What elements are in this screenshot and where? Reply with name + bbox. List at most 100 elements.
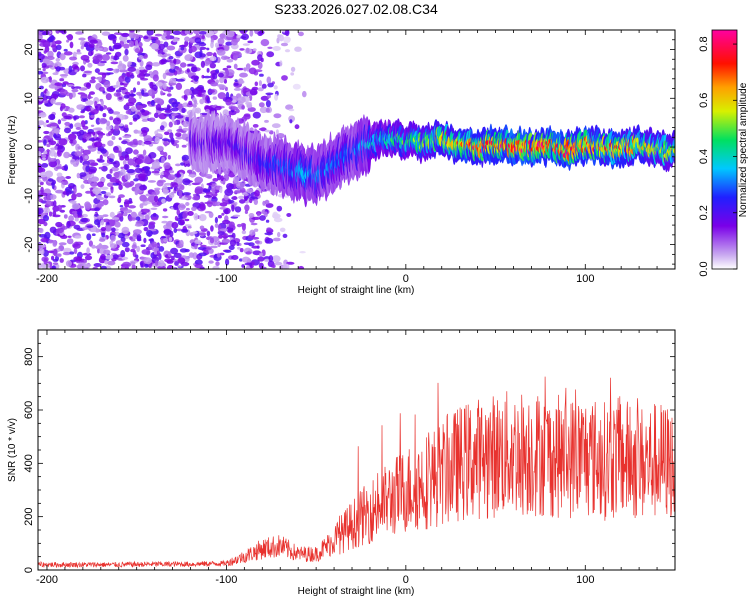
spectrogram-noise-cell: [69, 139, 74, 144]
spectrogram-noise-cell: [119, 155, 125, 161]
spectrogram-noise-cell: [130, 106, 136, 112]
spectrogram-noise-cell: [73, 186, 77, 194]
spectrogram-noise-cell: [86, 247, 90, 255]
spectrogram-noise-cell: [70, 158, 76, 165]
spectrogram-noise-cell: [69, 56, 78, 61]
spectrogram-noise-cell: [132, 138, 138, 144]
spectrogram-noise-cell: [302, 90, 307, 98]
spectrogram-noise-cell: [97, 181, 104, 188]
spectrogram-noise-cell: [124, 199, 129, 203]
spectrogram-noise-cell: [192, 231, 198, 235]
spectrogram-noise-cell: [63, 48, 68, 52]
spectrogram-noise-cell: [40, 237, 49, 243]
spectrogram-noise-cell: [72, 243, 81, 249]
spectrogram-noise-cell: [41, 163, 49, 168]
spectrogram-noise-cell: [167, 155, 171, 160]
spectrogram-noise-cell: [258, 80, 262, 87]
spectrogram-noise-cell: [228, 110, 237, 116]
spectrogram-noise-cell: [94, 105, 98, 109]
spectrogram-noise-cell: [174, 215, 178, 221]
spectrogram-noise-cell: [252, 124, 259, 128]
spectrogram-noise-cell: [180, 197, 189, 200]
spectrogram-noise-cell: [276, 37, 280, 44]
spectrogram-noise-cell: [272, 46, 281, 51]
spectrogram-noise-cell: [146, 30, 154, 36]
spectrogram-noise-cell: [134, 167, 143, 174]
spectrogram-noise-cell: [44, 231, 51, 239]
spectrogram-noise-cell: [211, 196, 217, 199]
spectrogram-noise-cell: [38, 198, 44, 203]
spectrogram-noise-cell: [125, 110, 132, 115]
spectrogram-noise-cell: [231, 255, 239, 260]
spectrogram-noise-cell: [103, 80, 111, 88]
spectrogram-noise-cell: [85, 190, 92, 194]
spectrogram-noise-cell: [234, 79, 238, 82]
spectrogram-noise-cell: [171, 101, 181, 105]
spectrogram-noise-cell: [129, 122, 133, 125]
spectrogram-noise-cell: [85, 106, 91, 112]
spectrogram-noise-cell: [238, 80, 245, 84]
spectrogram-noise-cell: [188, 100, 193, 106]
spectrogram-noise-cell: [280, 42, 289, 47]
spectrogram-noise-cell: [281, 75, 288, 81]
spectrogram-noise-cell: [123, 212, 128, 217]
spectrogram-x-label: Height of straight line (km): [298, 285, 415, 296]
spectrogram-noise-cell: [214, 201, 221, 207]
spectrogram-noise-cell: [144, 263, 149, 268]
spectrogram-noise-cell: [77, 146, 83, 150]
spectrogram-noise-cell: [249, 264, 254, 269]
spectrogram-noise-cell: [194, 259, 203, 266]
spectrogram-noise-cell: [156, 145, 164, 152]
spectrogram-noise-cell: [190, 66, 198, 73]
spectrogram-noise-cell: [257, 31, 263, 37]
spectrogram-noise-cell: [105, 192, 112, 197]
spectrogram-noise-cell: [101, 143, 106, 147]
spectrogram-noise-cell: [38, 34, 43, 40]
spectrogram-noise-cell: [122, 55, 129, 62]
spectrogram-noise-cell: [284, 49, 291, 53]
spectrogram-noise-cell: [148, 265, 152, 269]
spectrogram-noise-cell: [290, 66, 296, 72]
spectrogram-noise-cell: [112, 117, 122, 125]
spectrogram-noise-cell: [186, 68, 190, 73]
spectrogram-noise-cell: [55, 166, 64, 170]
spectrogram-noise-cell: [43, 139, 47, 146]
spectrogram-noise-cell: [107, 260, 116, 266]
spectrogram-noise-cell: [212, 96, 217, 100]
spectrogram-noise-cell: [88, 166, 98, 173]
spectrogram-noise-cell: [80, 217, 88, 223]
spectrogram-noise-cell: [181, 154, 190, 161]
x-tick-label: 100: [576, 273, 594, 285]
spectrogram-noise-cell: [188, 44, 192, 49]
spectrogram-noise-cell: [128, 197, 133, 204]
spectrogram-noise-cell: [215, 261, 220, 267]
spectrogram-noise-cell: [45, 149, 51, 157]
spectrogram-noise-cell: [165, 53, 171, 57]
spectrogram-noise-cell: [259, 73, 264, 77]
spectrogram-noise-cell: [131, 264, 136, 269]
spectrogram-noise-cell: [128, 40, 134, 48]
spectrogram-noise-cell: [175, 66, 180, 71]
spectrogram-noise-cell: [92, 187, 102, 195]
spectrogram-noise-cell: [271, 264, 276, 268]
spectrogram-noise-cell: [136, 30, 141, 33]
spectrogram-noise-cell: [90, 114, 95, 119]
spectrogram-noise-cell: [233, 82, 239, 86]
spectrogram-noise-cell: [112, 111, 121, 115]
spectrogram-noise-cell: [102, 199, 109, 206]
spectrogram-noise-cell: [38, 227, 44, 234]
spectrogram-noise-cell: [140, 208, 150, 213]
spectrogram-noise-cell: [179, 44, 186, 48]
spectrogram-noise-cell: [163, 41, 169, 48]
spectrogram-noise-cell: [141, 118, 149, 122]
spectrogram-noise-cell: [224, 249, 232, 253]
spectrogram-noise-cell: [79, 115, 85, 119]
spectrogram-noise-cell: [171, 255, 175, 261]
spectrogram-noise-cell: [204, 194, 212, 198]
spectrogram-noise-cell: [187, 225, 192, 229]
spectrogram-noise-cell: [277, 231, 281, 238]
spectrogram-noise-cell: [88, 51, 93, 57]
spectrogram-noise-cell: [64, 127, 71, 134]
spectrogram-noise-cell: [187, 211, 194, 216]
spectrogram-noise-cell: [170, 247, 179, 255]
